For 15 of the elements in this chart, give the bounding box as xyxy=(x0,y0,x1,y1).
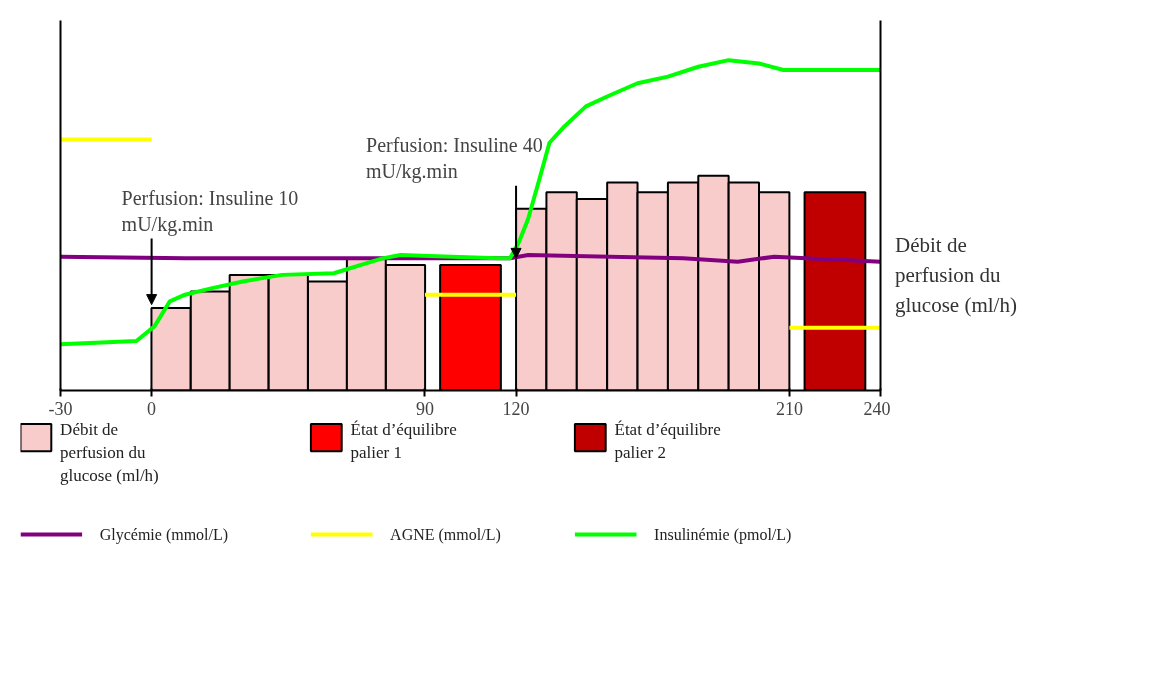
text: Débit de perfusion du glucose (ml/h) xyxy=(895,232,1017,319)
x-tick-label: 210 xyxy=(775,398,803,419)
x-tick-label: 240 xyxy=(863,398,891,419)
legend-label: État d’équilibre palier 1 xyxy=(350,420,457,462)
annotation: Perfusion: Insuline 10 mU/kg.min xyxy=(121,186,299,237)
x-tick-label: 120 xyxy=(502,398,530,419)
x-tick-label: -30 xyxy=(48,398,73,419)
legend-label: Débit de perfusion du glucose (ml/h) xyxy=(60,420,159,485)
legend-label: Glycémie (mmol/L) xyxy=(99,526,229,544)
x-tick-label: 0 xyxy=(147,398,157,419)
legend-label: Insulinémie (pmol/L) xyxy=(654,526,792,544)
annotation: Perfusion: Insuline 40 mU/kg.min xyxy=(366,133,543,184)
legend-label: État d’équilibre palier 2 xyxy=(614,420,721,462)
legend-label: AGNE (mmol/L) xyxy=(390,526,501,544)
x-tick-label: 90 xyxy=(415,398,434,419)
